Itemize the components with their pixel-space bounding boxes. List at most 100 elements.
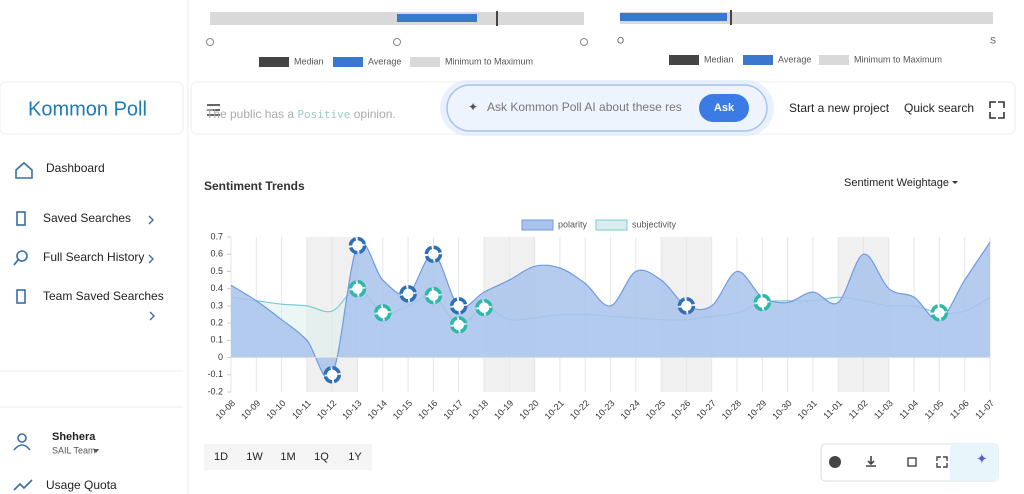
range-buttons	[204, 444, 372, 470]
event-marker	[677, 297, 696, 315]
median-line	[496, 11, 498, 26]
event-marker	[348, 236, 367, 255]
plot: -0.2-0.100.10.20.30.40.50.60.710-08 10-09…	[207, 219, 996, 421]
y-tick-label: 0	[218, 352, 223, 362]
ai-icon: ✦	[468, 100, 478, 114]
ai-placeholder[interactable]: Ask Kommon Poll AI about these res	[487, 100, 682, 114]
dropdown[interactable]: Sentiment Weightage	[844, 177, 949, 189]
legend-swatch	[259, 57, 289, 67]
sparkle-icon[interactable]: ✦	[976, 451, 988, 467]
y-tick-label: 0.1	[210, 335, 223, 345]
event-marker	[348, 279, 367, 298]
legend-label: Median	[704, 54, 734, 64]
event-marker	[930, 304, 949, 322]
search-icon	[13, 259, 19, 266]
copy-icon[interactable]	[907, 457, 917, 467]
area	[231, 242, 990, 379]
user-team[interactable]: SAIL Team	[52, 445, 96, 455]
legend-swatch	[410, 57, 440, 67]
legend-label: Average	[778, 54, 811, 64]
toolbar-ai[interactable]	[950, 444, 998, 481]
header-link[interactable]: Start a new project	[789, 101, 890, 115]
caret	[93, 449, 99, 453]
event-marker	[399, 285, 417, 303]
face-icon	[580, 38, 588, 46]
legend-swatch	[743, 55, 773, 65]
line	[230, 241, 991, 379]
summary-sentence: The public has a Positive opinion.	[206, 107, 396, 121]
range-group: 1D 1W 1M 1Q 1Y	[214, 451, 362, 463]
download-icon[interactable]	[866, 456, 876, 467]
quota-icon	[13, 479, 33, 491]
ask-label[interactable]: Ask	[714, 102, 735, 114]
menu-icon[interactable]	[207, 104, 220, 116]
y-tick-label: 0.2	[210, 317, 223, 327]
user-name: Shehera	[52, 431, 96, 443]
nav-item[interactable]: Usage Quota	[46, 478, 117, 492]
header-link[interactable]: Quick search	[904, 101, 974, 115]
range-button[interactable]: 1Q	[314, 451, 329, 463]
ask-button[interactable]	[699, 94, 749, 122]
legend-label: Minimum to Maximum	[445, 56, 533, 66]
chevron[interactable]	[148, 215, 154, 225]
event-marker	[475, 298, 493, 317]
bookmark-icon	[16, 211, 26, 226]
range-button[interactable]: 1W	[246, 451, 263, 463]
range-button[interactable]: 1D	[214, 451, 228, 463]
event-marker	[323, 366, 341, 384]
face-icon	[206, 38, 214, 46]
user-icon	[13, 444, 31, 451]
legend-label: Minimum to Maximum	[854, 54, 942, 64]
average-bar	[397, 14, 477, 22]
range-button[interactable]: 1Y	[348, 451, 362, 463]
y-tick-label: -0.2	[207, 386, 223, 396]
caret	[952, 181, 958, 184]
fullscreen-icon[interactable]	[989, 101, 1005, 119]
event-marker	[424, 286, 443, 305]
legend-swatch	[333, 57, 363, 67]
y-tick-label: 0.5	[210, 266, 223, 276]
legend-label: Average	[368, 56, 401, 66]
y-tick-label: 0.7	[210, 231, 223, 241]
nav-item[interactable]: Saved Searches	[43, 211, 131, 225]
chevron[interactable]	[148, 254, 154, 264]
face-icon	[393, 38, 401, 46]
average-bar	[620, 13, 727, 21]
y-tick-label: 0.4	[210, 283, 223, 293]
median-line	[730, 10, 732, 25]
legend-label: Median	[294, 56, 324, 66]
legend-label: polarity	[558, 219, 588, 229]
bookmark-icon	[16, 289, 26, 304]
chevron[interactable]	[149, 311, 155, 321]
expand-icon[interactable]	[936, 456, 948, 468]
legend-swatch	[521, 219, 554, 231]
legend-label: subjectivity	[632, 219, 677, 229]
help-icon[interactable]	[829, 456, 841, 468]
user-icon	[17, 433, 27, 443]
nav-item[interactable]: Team Saved Searches	[43, 289, 164, 303]
event-marker	[449, 316, 468, 334]
sentiment-word: Positive	[297, 108, 350, 121]
event-marker	[449, 297, 468, 315]
legend-swatch	[595, 219, 628, 231]
legend-swatch	[669, 55, 699, 65]
brand-box	[0, 81, 184, 135]
y-tick-label: 0.6	[210, 249, 223, 259]
brand: Kommon Poll	[28, 98, 147, 120]
search-icon	[16, 250, 28, 262]
chart-title: Sentiment Trends	[204, 179, 305, 193]
nav-item[interactable]: Full Search History	[43, 250, 144, 264]
range-button[interactable]: 1M	[280, 451, 295, 463]
sentence-part: The public has a	[206, 107, 294, 121]
nav-item[interactable]: Dashboard	[46, 161, 105, 175]
sentence-part: opinion.	[354, 107, 396, 121]
range-end: S	[990, 35, 996, 45]
ai-search-box[interactable]	[446, 84, 768, 132]
y-tick-label: 0.3	[210, 300, 223, 310]
event-marker	[753, 293, 772, 312]
legend-swatch	[819, 55, 849, 65]
event-marker	[424, 245, 443, 263]
range-end: O	[617, 35, 624, 45]
event-marker	[374, 304, 392, 322]
